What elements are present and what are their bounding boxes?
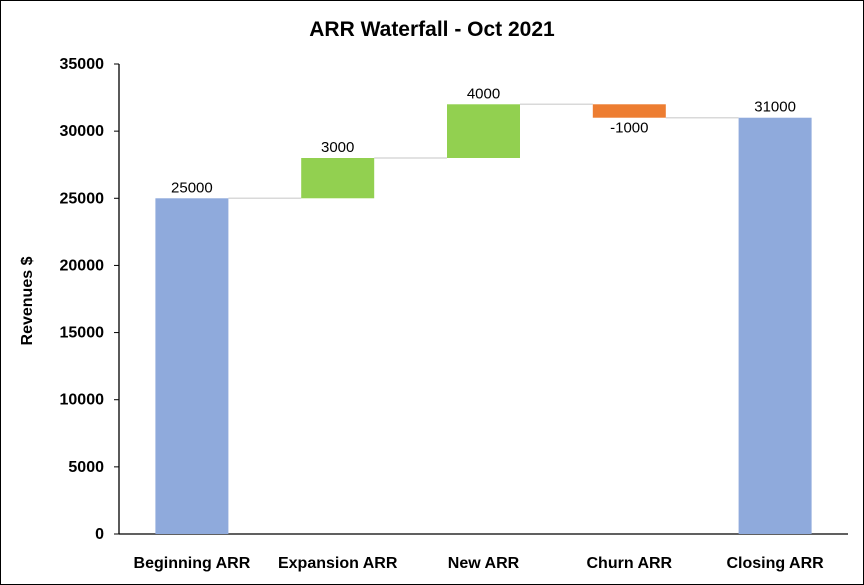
data-label: 25000 xyxy=(171,179,213,196)
data-label: 31000 xyxy=(754,99,796,116)
data-label: 3000 xyxy=(321,139,354,156)
bar-expansion-arr xyxy=(301,158,375,199)
y-tick-label: 25000 xyxy=(60,190,105,207)
y-tick-label: 10000 xyxy=(60,392,105,409)
x-tick-label: New ARR xyxy=(448,555,520,572)
y-tick-label: 30000 xyxy=(60,123,105,140)
bar-churn-arr xyxy=(592,104,666,118)
y-axis-label: Revenues $ xyxy=(19,256,36,345)
plot-area: 0 5000 10000 15000 20000 25000 30000 35000 25000… xyxy=(60,56,848,572)
bar-closing-arr xyxy=(738,117,812,534)
data-label: -1000 xyxy=(610,120,648,137)
y-tick-label: 0 xyxy=(95,526,104,543)
y-tick-label: 35000 xyxy=(60,56,105,73)
y-tick-label: 15000 xyxy=(60,325,105,342)
bar-new-arr xyxy=(447,104,520,158)
x-tick-label: Beginning ARR xyxy=(134,555,251,572)
x-tick-label: Expansion ARR xyxy=(278,555,398,572)
chart-title: ARR Waterfall - Oct 2021 xyxy=(309,18,555,41)
x-tick-label: Churn ARR xyxy=(586,555,672,572)
y-tick-label: 5000 xyxy=(68,459,104,476)
y-tick-label: 20000 xyxy=(60,257,105,274)
x-tick-label: Closing ARR xyxy=(727,555,825,572)
bar-beginning-arr xyxy=(155,198,229,535)
data-label: 4000 xyxy=(467,85,500,102)
